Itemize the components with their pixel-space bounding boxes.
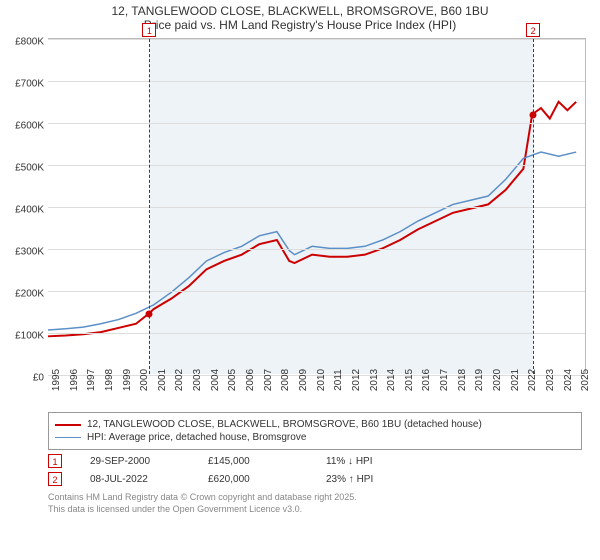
y-tick-label: £300K — [15, 247, 44, 258]
x-tick-label: 2019 — [474, 369, 485, 391]
x-tick-label: 2025 — [580, 369, 591, 391]
y-tick-label: £100K — [15, 331, 44, 342]
x-tick-label: 2023 — [545, 369, 556, 391]
y-gridline — [48, 249, 585, 250]
x-tick-label: 2001 — [157, 369, 168, 391]
marker-box-2: 2 — [526, 23, 540, 37]
marker-table-delta: 11% ↓ HPI — [326, 456, 416, 467]
y-axis: £0£100K£200K£300K£400K£500K£600K£700K£80… — [0, 38, 48, 374]
y-tick-label: £0 — [33, 373, 44, 384]
legend-swatch — [55, 424, 81, 426]
series-price_paid — [48, 102, 576, 337]
x-tick-label: 2014 — [386, 369, 397, 391]
x-tick-label: 2009 — [298, 369, 309, 391]
x-tick-label: 2006 — [245, 369, 256, 391]
marker-table: 1 29-SEP-2000 £145,000 11% ↓ HPI 2 08-JUL-202… — [48, 454, 582, 486]
copyright-line-2: This data is licensed under the Open Gov… — [48, 504, 582, 516]
y-tick-label: £200K — [15, 289, 44, 300]
x-axis: 1995199619971998199920002001200220032004… — [48, 374, 586, 404]
y-gridline — [48, 165, 585, 166]
y-tick-label: £800K — [15, 37, 44, 48]
copyright-line-1: Contains HM Land Registry data © Crown c… — [48, 492, 582, 504]
x-tick-label: 1999 — [122, 369, 133, 391]
series-hpi — [48, 152, 576, 330]
x-tick-label: 2000 — [139, 369, 150, 391]
chart-area: £0 £100K £200K £300K £400K £500K £600K £700K £80… — [0, 34, 600, 404]
x-tick-label: 2008 — [280, 369, 291, 391]
title-line-1: 12, TANGLEWOOD CLOSE, BLACKWELL, BROMSGR… — [8, 4, 592, 18]
x-tick-label: 2015 — [404, 369, 415, 391]
marker-table-delta: 23% ↑ HPI — [326, 474, 416, 485]
marker-dot-1 — [146, 311, 153, 318]
marker-dot-2 — [530, 111, 537, 118]
legend-label: HPI: Average price, detached house, Brom… — [87, 432, 306, 443]
marker-line-1 — [149, 39, 150, 374]
legend-label: 12, TANGLEWOOD CLOSE, BLACKWELL, BROMSGR… — [87, 419, 482, 430]
marker-table-price: £145,000 — [208, 456, 298, 467]
x-tick-label: 2005 — [227, 369, 238, 391]
x-tick-label: 2012 — [351, 369, 362, 391]
y-tick-label: £400K — [15, 205, 44, 216]
x-tick-label: 2020 — [492, 369, 503, 391]
marker-table-date: 08-JUL-2022 — [90, 474, 180, 485]
marker-table-row: 1 29-SEP-2000 £145,000 11% ↓ HPI — [48, 454, 582, 468]
marker-line-2 — [533, 39, 534, 374]
x-tick-label: 2021 — [510, 369, 521, 391]
y-gridline — [48, 291, 585, 292]
x-tick-label: 2013 — [369, 369, 380, 391]
y-gridline — [48, 333, 585, 334]
x-tick-label: 2022 — [527, 369, 538, 391]
x-tick-label: 2010 — [316, 369, 327, 391]
y-gridline — [48, 39, 585, 40]
x-tick-label: 2002 — [174, 369, 185, 391]
marker-table-id: 2 — [48, 472, 62, 486]
plot-area: 12 — [48, 38, 586, 374]
legend-swatch — [55, 437, 81, 438]
x-tick-label: 2016 — [421, 369, 432, 391]
copyright: Contains HM Land Registry data © Crown c… — [48, 492, 582, 515]
marker-table-date: 29-SEP-2000 — [90, 456, 180, 467]
x-tick-label: 2018 — [457, 369, 468, 391]
y-gridline — [48, 207, 585, 208]
x-tick-label: 2004 — [210, 369, 221, 391]
legend-row: HPI: Average price, detached house, Brom… — [55, 432, 575, 443]
marker-table-id: 1 — [48, 454, 62, 468]
x-tick-label: 2011 — [333, 369, 344, 391]
x-tick-label: 2003 — [192, 369, 203, 391]
x-tick-label: 1997 — [86, 369, 97, 391]
y-tick-label: £500K — [15, 163, 44, 174]
legend-row: 12, TANGLEWOOD CLOSE, BLACKWELL, BROMSGR… — [55, 419, 575, 430]
title-line-2: Price paid vs. HM Land Registry's House … — [8, 18, 592, 32]
x-tick-label: 2007 — [263, 369, 274, 391]
x-tick-label: 1998 — [104, 369, 115, 391]
marker-table-row: 2 08-JUL-2022 £620,000 23% ↑ HPI — [48, 472, 582, 486]
x-tick-label: 2024 — [563, 369, 574, 391]
y-tick-label: £600K — [15, 121, 44, 132]
legend: 12, TANGLEWOOD CLOSE, BLACKWELL, BROMSGR… — [48, 412, 582, 450]
x-tick-label: 1996 — [69, 369, 80, 391]
y-gridline — [48, 81, 585, 82]
x-tick-label: 1995 — [51, 369, 62, 391]
marker-box-1: 1 — [142, 23, 156, 37]
x-tick-label: 2017 — [439, 369, 450, 391]
chart-title: 12, TANGLEWOOD CLOSE, BLACKWELL, BROMSGR… — [0, 0, 600, 34]
marker-table-price: £620,000 — [208, 474, 298, 485]
y-tick-label: £700K — [15, 79, 44, 90]
y-gridline — [48, 123, 585, 124]
